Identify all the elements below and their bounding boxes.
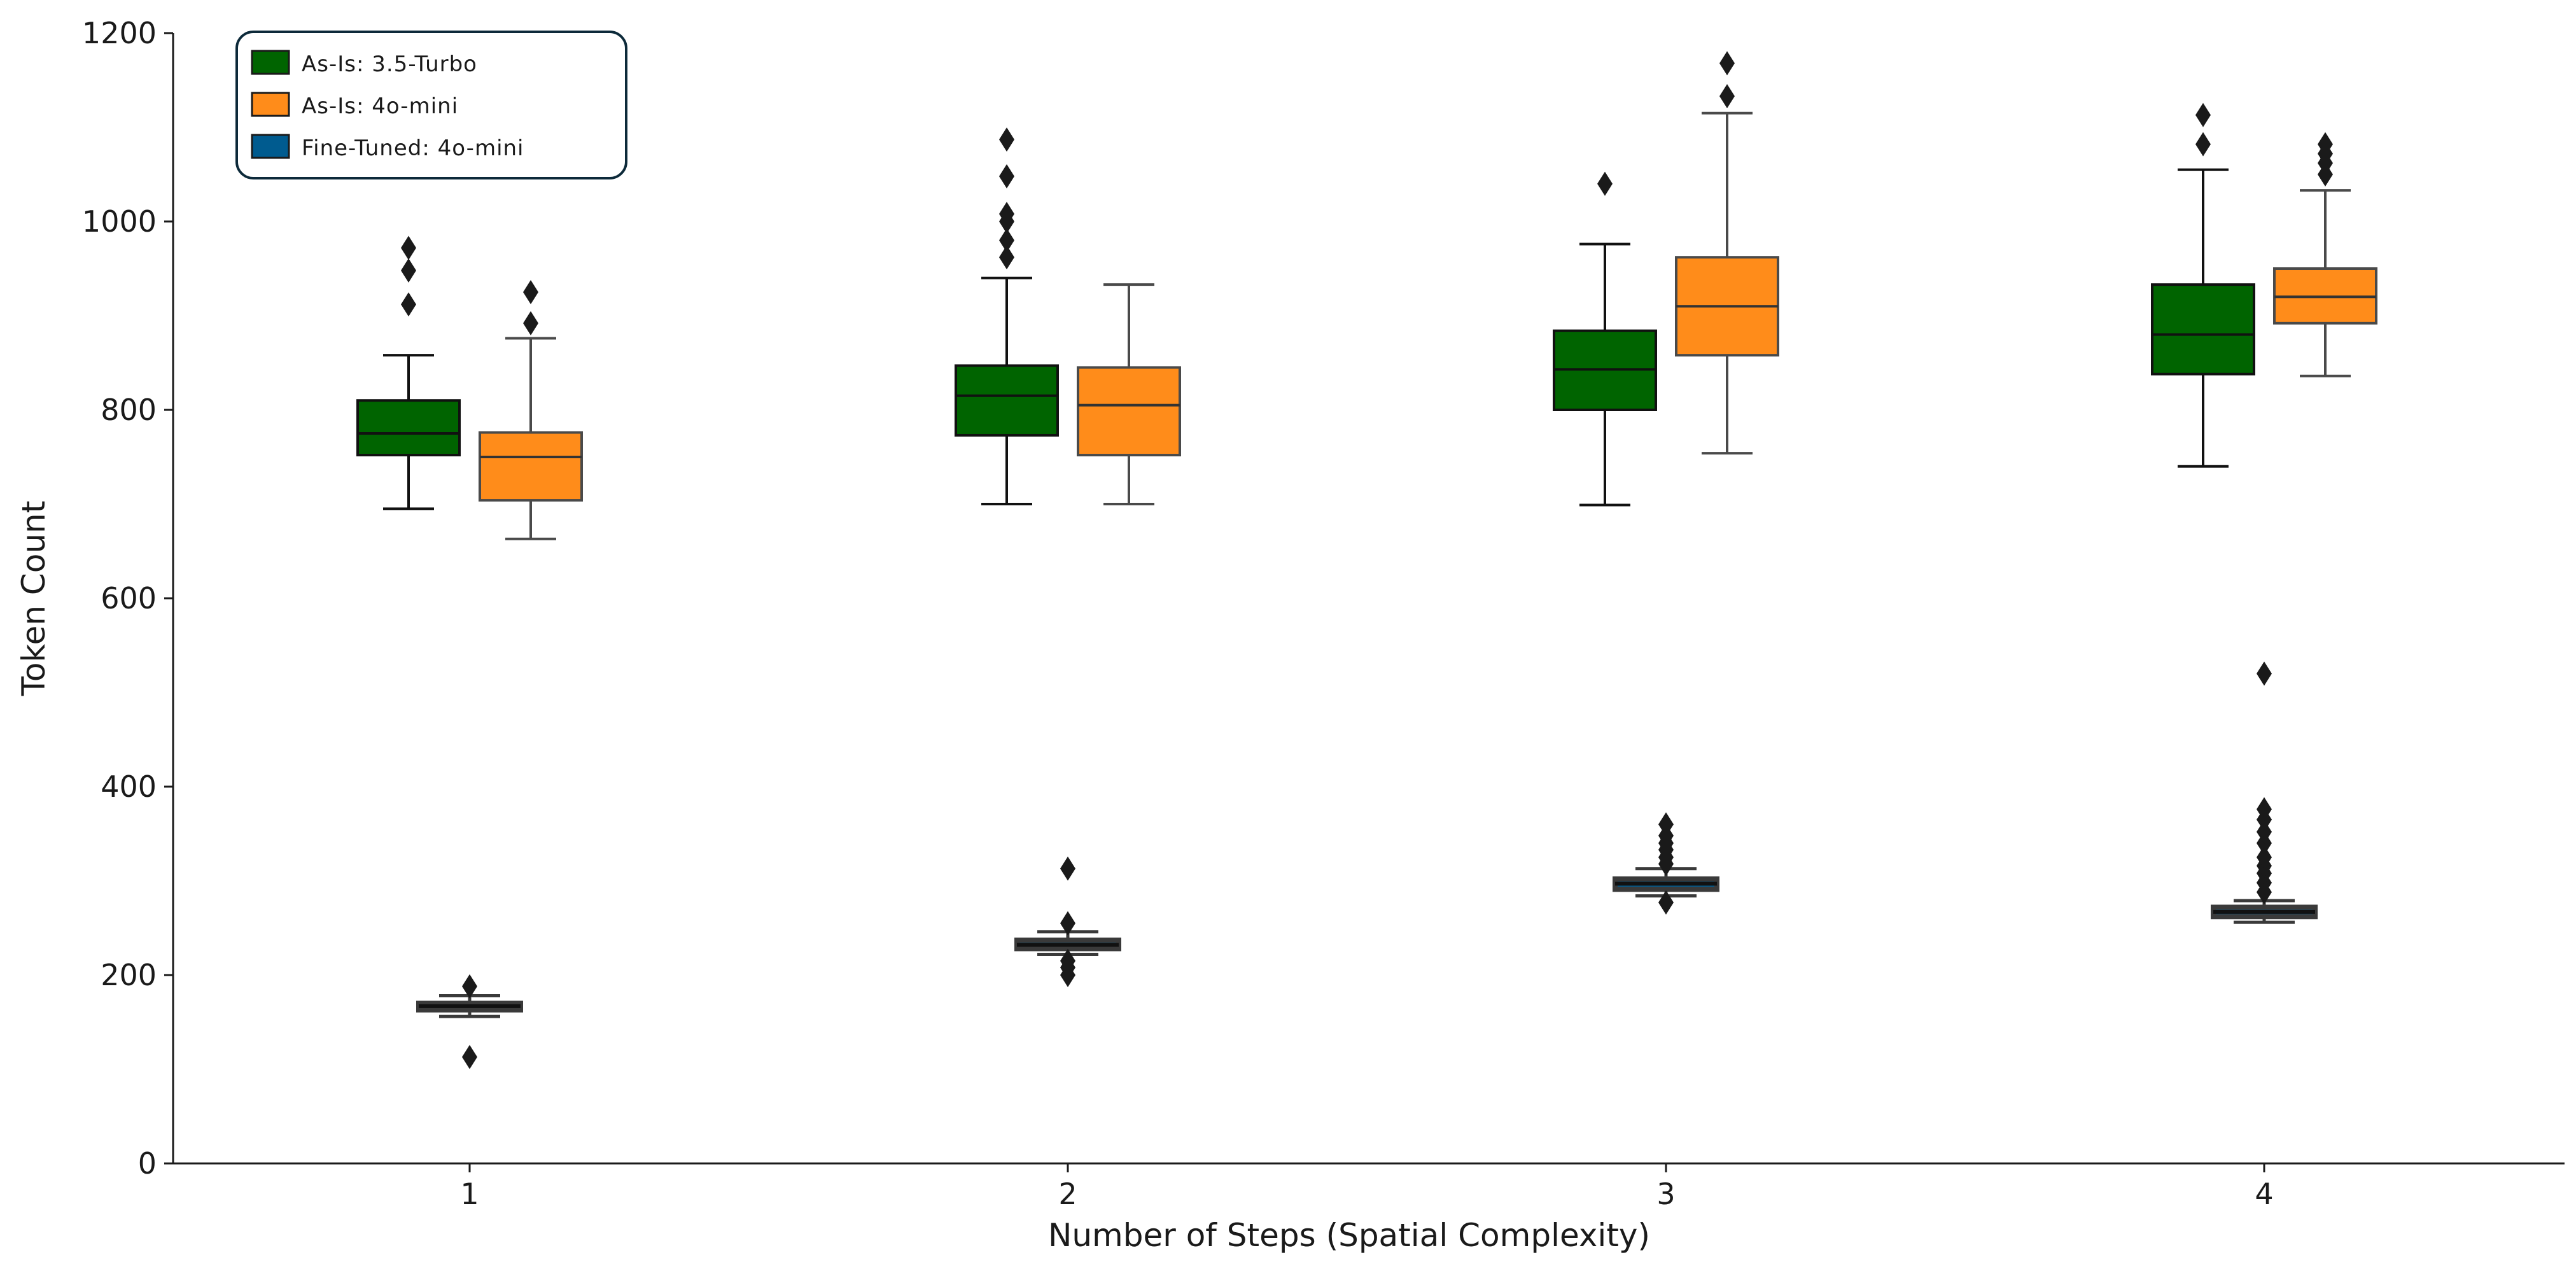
series-as-is-4o-mini xyxy=(479,51,2377,540)
outlier-point xyxy=(1719,51,1735,76)
box-as-is-4o-mini-1 xyxy=(479,280,583,540)
box-as-is-4o-mini-4 xyxy=(2273,132,2377,377)
outlier-point xyxy=(523,311,538,335)
box-fine-tuned-4o-mini-1 xyxy=(416,974,523,1069)
box-as-is-4o-mini-2 xyxy=(1077,283,1181,505)
outlier-point xyxy=(1060,911,1075,936)
series-as-is-3-5-turbo xyxy=(356,102,2255,510)
x-tick-label: 1 xyxy=(460,1177,479,1211)
outlier-point xyxy=(2195,132,2211,157)
x-tick-label: 3 xyxy=(1656,1177,1675,1211)
outlier-point xyxy=(2195,102,2211,127)
outlier-point xyxy=(1060,856,1075,881)
x-tick-label: 4 xyxy=(2255,1177,2273,1211)
outlier-point xyxy=(999,228,1014,253)
y-axis-label: Token Count xyxy=(15,501,52,697)
x-axis-label: Number of Steps (Spatial Complexity) xyxy=(1048,1217,1650,1254)
legend-swatch-fine-tuned-4o-mini xyxy=(251,134,290,159)
outlier-point xyxy=(2257,797,2272,822)
outlier-point xyxy=(1597,171,1613,196)
outlier-point xyxy=(462,1044,477,1069)
y-tick-label: 0 xyxy=(138,1146,157,1181)
y-tick-label: 800 xyxy=(101,393,157,427)
legend: As-Is: 3.5-Turbo As-Is: 4o-mini Fine-Tun… xyxy=(235,31,627,179)
outlier-point xyxy=(1658,812,1674,837)
outlier-point xyxy=(1658,890,1674,915)
legend-frame xyxy=(235,31,627,179)
outlier-point xyxy=(1060,948,1075,973)
y-tick-label: 400 xyxy=(101,769,157,804)
iqr-box xyxy=(479,431,583,502)
outlier-point xyxy=(2257,661,2272,686)
outlier-point xyxy=(401,258,416,283)
x-axis-ticks: 1 2 3 4 xyxy=(460,1163,2274,1211)
outlier-point xyxy=(2318,132,2333,157)
legend-label-as-is-4o-mini: As-Is: 4o-mini xyxy=(302,94,458,119)
iqr-box xyxy=(2151,283,2255,376)
series-fine-tuned-4o-mini xyxy=(416,661,2318,1069)
outlier-point xyxy=(999,127,1014,152)
legend-swatch-as-is-4o-mini xyxy=(251,92,290,117)
outlier-point xyxy=(999,245,1014,270)
box-as-is-3-5-turbo-1 xyxy=(356,235,461,510)
y-axis-ticks: 0 200 400 600 800 1000 1200 xyxy=(82,16,173,1181)
y-tick-label: 200 xyxy=(101,958,157,992)
legend-label-fine-tuned-4o-mini: Fine-Tuned: 4o-mini xyxy=(302,136,524,161)
y-tick-label: 1200 xyxy=(82,16,157,50)
outlier-point xyxy=(2257,820,2272,845)
legend-swatch-as-is-3-5-turbo xyxy=(251,50,290,75)
box-fine-tuned-4o-mini-2 xyxy=(1014,856,1121,987)
box-as-is-3-5-turbo-2 xyxy=(955,127,1059,505)
y-tick-label: 600 xyxy=(101,581,157,615)
x-tick-label: 2 xyxy=(1058,1177,1077,1211)
iqr-box xyxy=(1077,366,1181,457)
outlier-point xyxy=(2257,845,2272,869)
plot-area xyxy=(356,51,2377,1069)
box-as-is-4o-mini-3 xyxy=(1675,51,1779,455)
outlier-point xyxy=(401,292,416,317)
box-fine-tuned-4o-mini-3 xyxy=(1613,812,1719,915)
y-tick-label: 1000 xyxy=(82,204,157,239)
box-fine-tuned-4o-mini-4 xyxy=(2211,661,2318,924)
iqr-box xyxy=(955,364,1059,437)
legend-label-as-is-3-5-turbo: As-Is: 3.5-Turbo xyxy=(302,52,477,77)
outlier-point xyxy=(999,202,1014,227)
outlier-point xyxy=(999,164,1014,188)
outlier-point xyxy=(462,974,477,999)
outlier-point xyxy=(523,280,538,304)
iqr-box xyxy=(356,399,461,457)
box-as-is-3-5-turbo-3 xyxy=(1553,171,1657,507)
outlier-point xyxy=(1719,84,1735,109)
outlier-point xyxy=(401,235,416,260)
box-as-is-3-5-turbo-4 xyxy=(2151,102,2255,468)
